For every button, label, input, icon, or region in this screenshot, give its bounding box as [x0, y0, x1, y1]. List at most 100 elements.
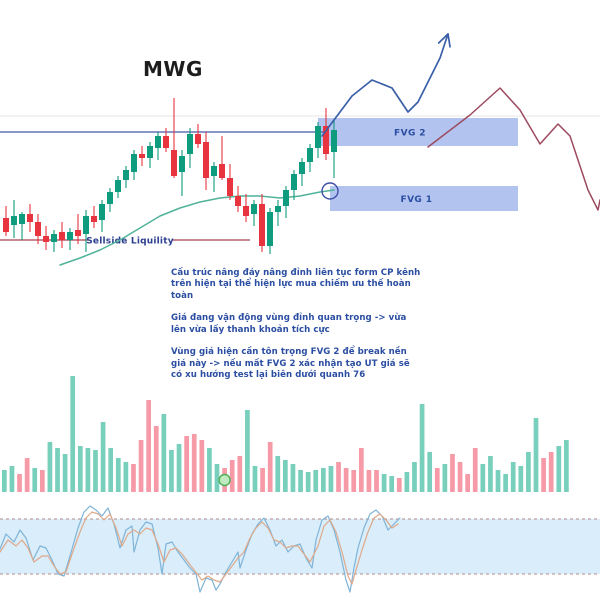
candle-body: [235, 196, 241, 206]
volume-bar: [290, 464, 296, 492]
volume-bar: [541, 458, 546, 492]
candle-body: [147, 146, 153, 158]
candle: [147, 142, 153, 168]
volume-bar: [396, 478, 402, 492]
candle: [235, 186, 241, 212]
candle-body: [75, 230, 81, 236]
volume-bar: [427, 452, 433, 492]
bullish-arrow-head: [437, 33, 451, 48]
candle: [59, 222, 65, 248]
candle-body: [123, 170, 129, 180]
candle-body: [331, 130, 337, 152]
volume-bar: [24, 458, 30, 492]
candle-body: [155, 136, 161, 148]
candle-body: [139, 154, 145, 158]
candle-body: [227, 178, 233, 196]
volume-bar: [62, 454, 68, 492]
entry-marker-circle[interactable]: [321, 182, 339, 200]
volume-bar: [374, 470, 379, 492]
volume-marker[interactable]: [218, 473, 231, 487]
candle: [259, 194, 265, 252]
volume-bar: [472, 448, 478, 492]
volume-bar: [488, 456, 493, 492]
volume-bar: [2, 470, 7, 492]
volume-bar: [564, 440, 569, 492]
candle: [139, 146, 145, 166]
volume-bar: [305, 472, 311, 492]
fvg2-zone[interactable]: [318, 118, 518, 146]
volume-bar: [450, 454, 455, 492]
candle-body: [315, 126, 321, 148]
volume-bar: [153, 426, 159, 492]
volume-bar: [283, 460, 288, 492]
volume-bar: [328, 466, 334, 492]
candle: [211, 162, 217, 192]
liquidity-label: Sellside Liquility: [86, 236, 174, 246]
volume-bar: [457, 462, 463, 492]
volume-bar: [93, 450, 98, 492]
candle-body: [59, 232, 65, 240]
fvg1-zone[interactable]: [330, 186, 518, 211]
note-1: Cấu trúc nâng đáy nâng đỉnh liên tục for…: [171, 268, 421, 301]
candle-body: [19, 214, 25, 224]
volume-bar: [526, 452, 531, 492]
candle-body: [267, 212, 273, 246]
candle-body: [211, 166, 217, 176]
candle: [195, 124, 201, 148]
candle: [267, 208, 273, 254]
volume-bar: [146, 400, 152, 492]
volume-bar: [313, 470, 319, 492]
volume-bar: [184, 436, 189, 492]
candle-body: [67, 232, 73, 240]
candle-body: [195, 134, 201, 144]
volume-bar: [533, 418, 539, 492]
volume-bar: [336, 462, 341, 492]
volume-bar: [343, 468, 349, 492]
chart-symbol-title: MWG: [143, 57, 203, 81]
candle-body: [323, 126, 329, 154]
volume-bar: [176, 444, 182, 492]
candle: [315, 122, 321, 158]
fvg1-label: FVG 1: [401, 195, 433, 205]
volume-bar: [47, 442, 53, 492]
candle: [299, 158, 305, 186]
volume-bar: [358, 448, 364, 492]
bearish-projection-path: [427, 87, 600, 211]
volume-bar: [252, 466, 258, 492]
candle: [243, 194, 249, 222]
volume-bar: [351, 470, 357, 492]
candle-body: [3, 218, 9, 232]
candle: [107, 188, 113, 212]
volume-bar: [9, 466, 15, 492]
candle-body: [43, 236, 49, 242]
volume-bar: [161, 414, 167, 492]
volume-bar: [556, 446, 562, 492]
volume-bar: [131, 464, 136, 492]
volume-bar: [503, 474, 508, 492]
candle-body: [107, 192, 113, 204]
candle: [155, 132, 161, 160]
volume-bar: [32, 468, 38, 492]
volume-bar: [169, 450, 174, 492]
candle: [43, 226, 49, 250]
volume-bar: [115, 458, 121, 492]
candle: [163, 128, 169, 152]
volume-bar: [199, 440, 205, 492]
volume-bar: [77, 446, 83, 492]
candle: [35, 214, 41, 244]
candle: [291, 170, 297, 200]
volume-bar: [480, 464, 486, 492]
volume-bar: [275, 456, 281, 492]
candle-body: [83, 216, 89, 234]
candle: [123, 166, 129, 188]
volume-bar: [442, 464, 448, 492]
candle-body: [307, 148, 313, 162]
candle-body: [259, 204, 265, 246]
candle: [275, 200, 281, 226]
volume-bar: [495, 470, 501, 492]
candle-body: [51, 234, 57, 242]
candle: [331, 120, 337, 178]
candle: [283, 186, 289, 218]
volume-bar: [17, 474, 22, 492]
volume-bar: [70, 376, 76, 492]
